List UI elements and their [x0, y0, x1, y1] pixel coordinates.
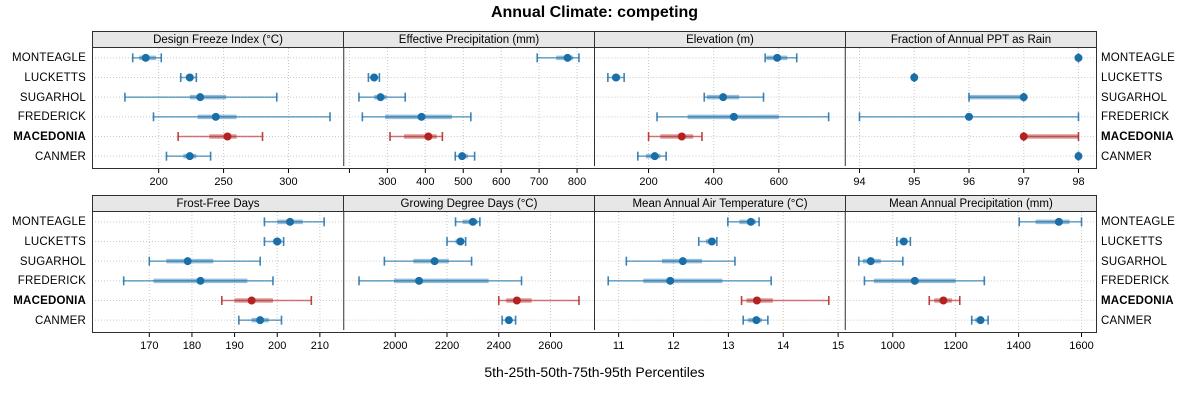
row-label: FREDERICK [1101, 111, 1170, 124]
svg-text:180: 180 [183, 340, 201, 352]
row-label: LUCKETTS [1101, 71, 1163, 84]
axis-canvas-bottom: 170 180 190 200 210 2000 2200 2400 2600 11 12 13 14 1… [140, 333, 1094, 352]
row-label: CANMER [1101, 151, 1153, 164]
row-label: LUCKETTS [24, 71, 86, 84]
x-axis-caption: 5th-25th-50th-75th-95th Percentiles [484, 364, 705, 380]
svg-text:97: 97 [1018, 176, 1030, 188]
row-label: MACEDONIA [13, 131, 86, 144]
svg-text:94: 94 [853, 176, 865, 188]
svg-text:95: 95 [908, 176, 920, 188]
row-labels-top-left: MONTEAGLE LUCKETTS SUGARHOL FREDERICK MACEDO… [0, 48, 86, 167]
row-label: LUCKETTS [1101, 235, 1163, 248]
panel-header-mean-annual-precipitation: Mean Annual Precipitation (mm) [845, 196, 1096, 211]
row-label: MONTEAGLE [11, 215, 86, 228]
row-label: LUCKETTS [24, 235, 86, 248]
svg-text:700: 700 [530, 176, 548, 188]
svg-text:14: 14 [777, 340, 789, 352]
svg-text:200: 200 [149, 176, 167, 188]
plot-area-bottom [92, 212, 1097, 333]
svg-text:13: 13 [722, 340, 734, 352]
axis-canvas-top: 200 250 300 300 400 500 600 700 800 200 400 600 94 95… [149, 169, 1085, 188]
svg-text:1400: 1400 [1006, 340, 1030, 352]
panel-header-elevation: Elevation (m) [594, 32, 845, 47]
chart-title: Annual Climate: competing [490, 4, 699, 21]
row-label: CANMER [34, 151, 86, 164]
panel-headers-top: Design Freeze Index (°C) Effective Preci… [92, 31, 1097, 48]
svg-text:1600: 1600 [1069, 340, 1093, 352]
row-label: SUGARHOL [19, 91, 86, 104]
svg-text:200: 200 [268, 340, 286, 352]
panel-header-fraction-ppt-rain: Fraction of Annual PPT as Rain [845, 32, 1096, 47]
row-labels-bottom-left: MONTEAGLE LUCKETTS SUGARHOL FREDERICK MACEDO… [0, 212, 86, 331]
svg-text:400: 400 [416, 176, 434, 188]
row-labels-top-right: MONTEAGLE LUCKETTS SUGARHOL FREDERICK MACEDO… [1101, 48, 1198, 167]
svg-text:1200: 1200 [943, 340, 967, 352]
svg-text:210: 210 [311, 340, 329, 352]
plot-area-top [92, 48, 1097, 169]
svg-text:200: 200 [639, 176, 657, 188]
panel-header-mean-annual-air-temperature: Mean Annual Air Temperature (°C) [594, 196, 845, 211]
svg-text:2200: 2200 [435, 340, 459, 352]
svg-text:250: 250 [214, 176, 232, 188]
svg-text:12: 12 [667, 340, 679, 352]
svg-text:190: 190 [225, 340, 243, 352]
panel-header-effective-precipitation: Effective Precipitation (mm) [343, 32, 594, 47]
row-label: SUGARHOL [1101, 255, 1168, 268]
row-label: FREDERICK [1101, 275, 1170, 288]
svg-text:15: 15 [832, 340, 844, 352]
x-axis-top: 200 250 300 300 400 500 600 700 800 200 400 600 94 95… [93, 169, 1096, 193]
svg-text:1000: 1000 [881, 340, 905, 352]
row-label: MONTEAGLE [11, 51, 86, 64]
svg-text:600: 600 [492, 176, 510, 188]
svg-text:96: 96 [963, 176, 975, 188]
svg-text:98: 98 [1072, 176, 1084, 188]
x-axis-bottom: 170 180 190 200 210 2000 2200 2400 2600 11 12 13 14 1… [93, 333, 1096, 357]
panel-headers-bottom: Frost-Free Days Growing Degree Days (°C)… [92, 195, 1097, 212]
row-label: MACEDONIA [1101, 295, 1174, 308]
svg-text:11: 11 [613, 340, 624, 352]
row-labels-bottom-right: MONTEAGLE LUCKETTS SUGARHOL FREDERICK MACEDO… [1101, 212, 1198, 331]
row-label: MONTEAGLE [1101, 215, 1176, 228]
svg-text:2600: 2600 [538, 340, 562, 352]
panel-header-frost-free-days: Frost-Free Days [176, 197, 260, 210]
svg-text:170: 170 [140, 340, 158, 352]
svg-text:300: 300 [378, 176, 396, 188]
row-label: CANMER [34, 315, 86, 328]
row-label: MONTEAGLE [1101, 51, 1176, 64]
row-label: MACEDONIA [1101, 131, 1174, 144]
row-label: SUGARHOL [19, 255, 86, 268]
svg-text:400: 400 [705, 176, 723, 188]
row-label: FREDERICK [17, 275, 86, 288]
plot-canvas-bottom [95, 212, 1094, 330]
svg-text:800: 800 [568, 176, 586, 188]
svg-text:2000: 2000 [383, 340, 407, 352]
row-label: SUGARHOL [1101, 91, 1168, 104]
svg-text:300: 300 [279, 176, 297, 188]
svg-text:2400: 2400 [487, 340, 511, 352]
row-label: FREDERICK [17, 111, 86, 124]
panel-header-design-freeze-index: Design Freeze Index (°C) [153, 33, 283, 46]
row-label: MACEDONIA [13, 295, 86, 308]
svg-text:600: 600 [770, 176, 788, 188]
panel-header-growing-degree-days: Growing Degree Days (°C) [343, 196, 594, 211]
plot-canvas-top [95, 48, 1094, 166]
row-label: CANMER [1101, 315, 1153, 328]
svg-text:500: 500 [454, 176, 472, 188]
